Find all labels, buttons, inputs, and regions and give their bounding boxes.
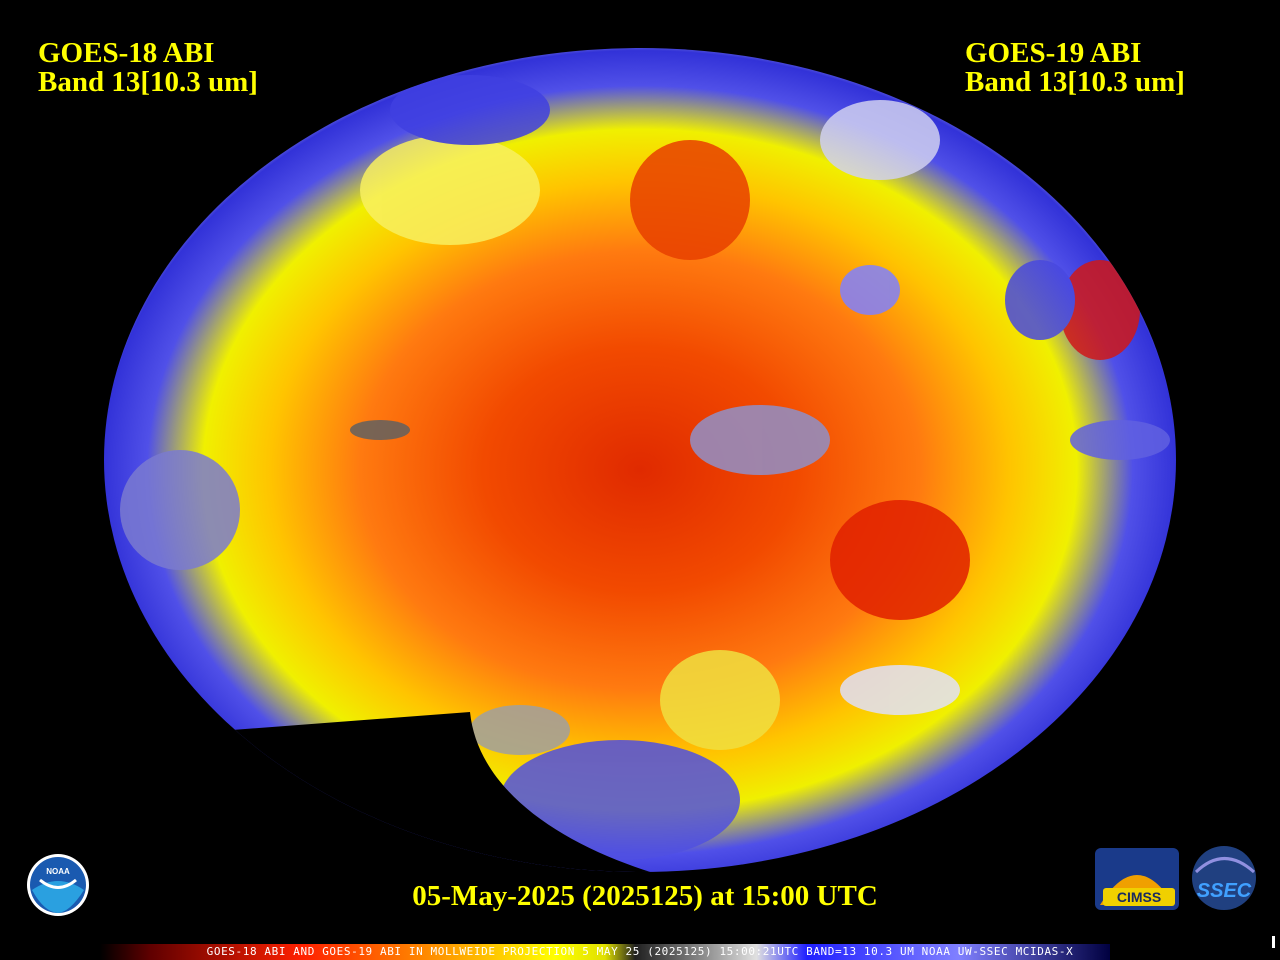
right-band: Band 13[10.3 um]	[965, 66, 1185, 98]
corner-marker	[1272, 936, 1275, 948]
left-satellite: GOES-18 ABI	[38, 37, 214, 69]
cimss-text: CIMSS	[1117, 889, 1161, 905]
ssec-logo: SSEC	[1192, 846, 1256, 910]
right-satellite: GOES-19 ABI	[965, 37, 1141, 69]
caption: GOES-18 ABI AND GOES-19 ABI IN MOLLWEIDE…	[207, 945, 1074, 958]
timestamp: 05-May-2025 (2025125) at 15:00 UTC	[412, 880, 878, 912]
cimss-logo: CIMSS	[1095, 848, 1179, 910]
ssec-text: SSEC	[1197, 880, 1252, 902]
color-bar	[100, 944, 1110, 960]
left-band: Band 13[10.3 um]	[38, 66, 258, 98]
noaa-text: NOAA	[46, 867, 70, 876]
cloud-features	[120, 75, 1170, 860]
noaa-logo: NOAA	[27, 854, 89, 916]
